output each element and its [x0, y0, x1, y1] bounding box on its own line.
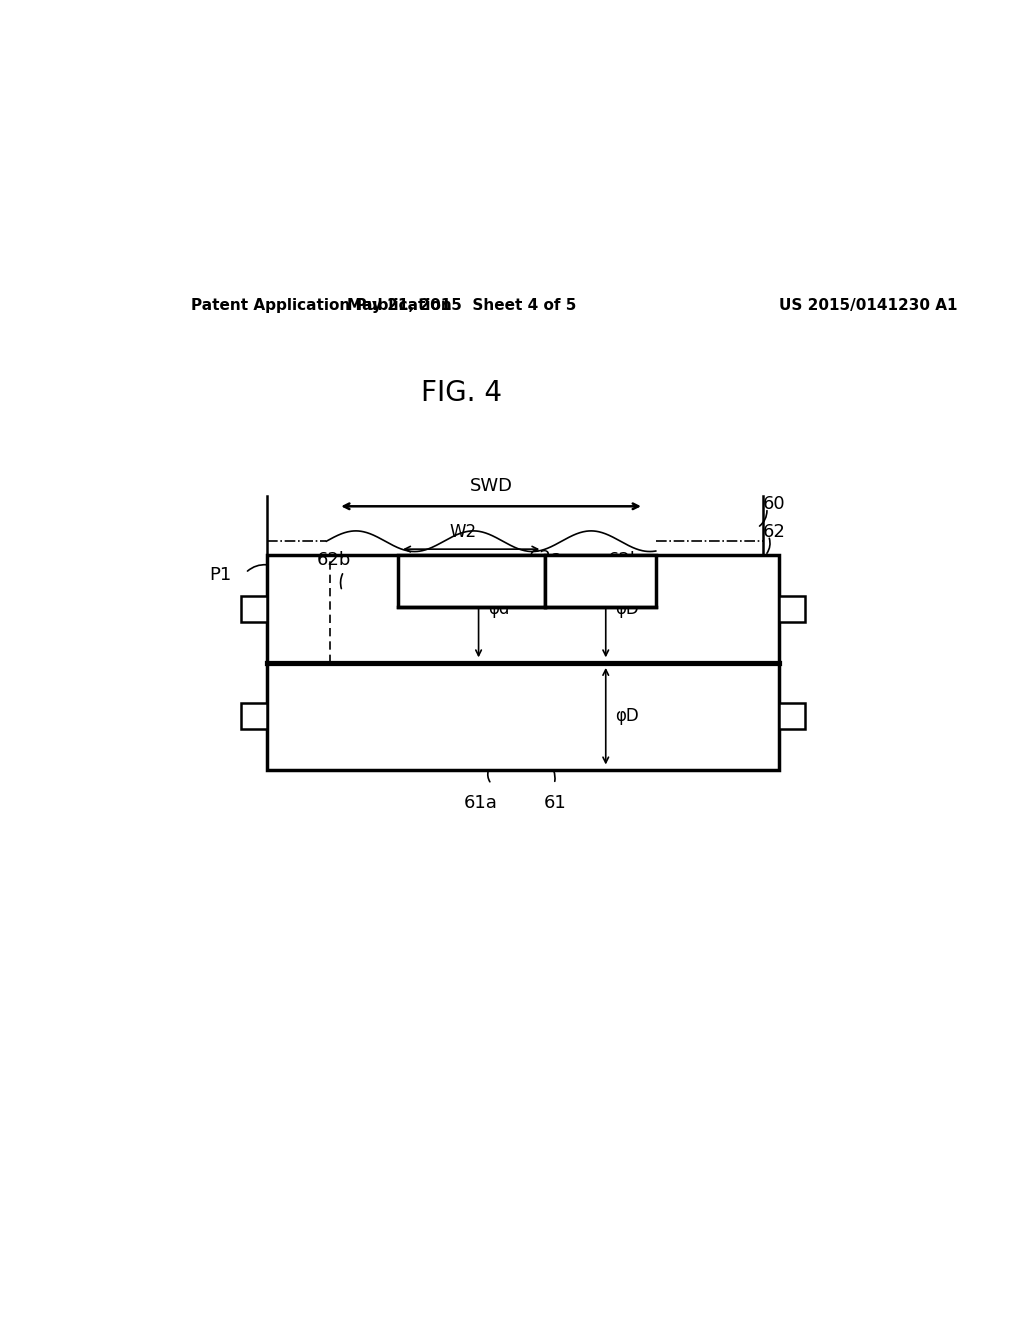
- Text: 61a: 61a: [464, 793, 498, 812]
- Bar: [779, 704, 805, 729]
- Text: FIG. 4: FIG. 4: [421, 379, 502, 407]
- Text: φd: φd: [488, 601, 510, 618]
- Bar: [241, 595, 267, 622]
- Bar: [267, 556, 778, 663]
- Text: Patent Application Publication: Patent Application Publication: [191, 298, 453, 313]
- Text: US 2015/0141230 A1: US 2015/0141230 A1: [778, 298, 957, 313]
- Text: 62b: 62b: [608, 550, 642, 569]
- Text: W2: W2: [450, 523, 477, 541]
- Text: P1: P1: [209, 566, 231, 585]
- Bar: [779, 595, 805, 622]
- Text: 62: 62: [763, 523, 785, 541]
- Text: 61: 61: [544, 793, 566, 812]
- Text: φD: φD: [615, 601, 639, 618]
- Text: 62a: 62a: [529, 549, 563, 566]
- Text: φD: φD: [615, 708, 639, 725]
- Bar: [267, 663, 778, 770]
- Text: 60: 60: [763, 495, 785, 513]
- Bar: [397, 556, 545, 607]
- Bar: [241, 704, 267, 729]
- Text: 62b: 62b: [317, 550, 351, 569]
- Text: SWD: SWD: [470, 478, 513, 495]
- Bar: [545, 556, 655, 607]
- Text: May 21, 2015  Sheet 4 of 5: May 21, 2015 Sheet 4 of 5: [347, 298, 575, 313]
